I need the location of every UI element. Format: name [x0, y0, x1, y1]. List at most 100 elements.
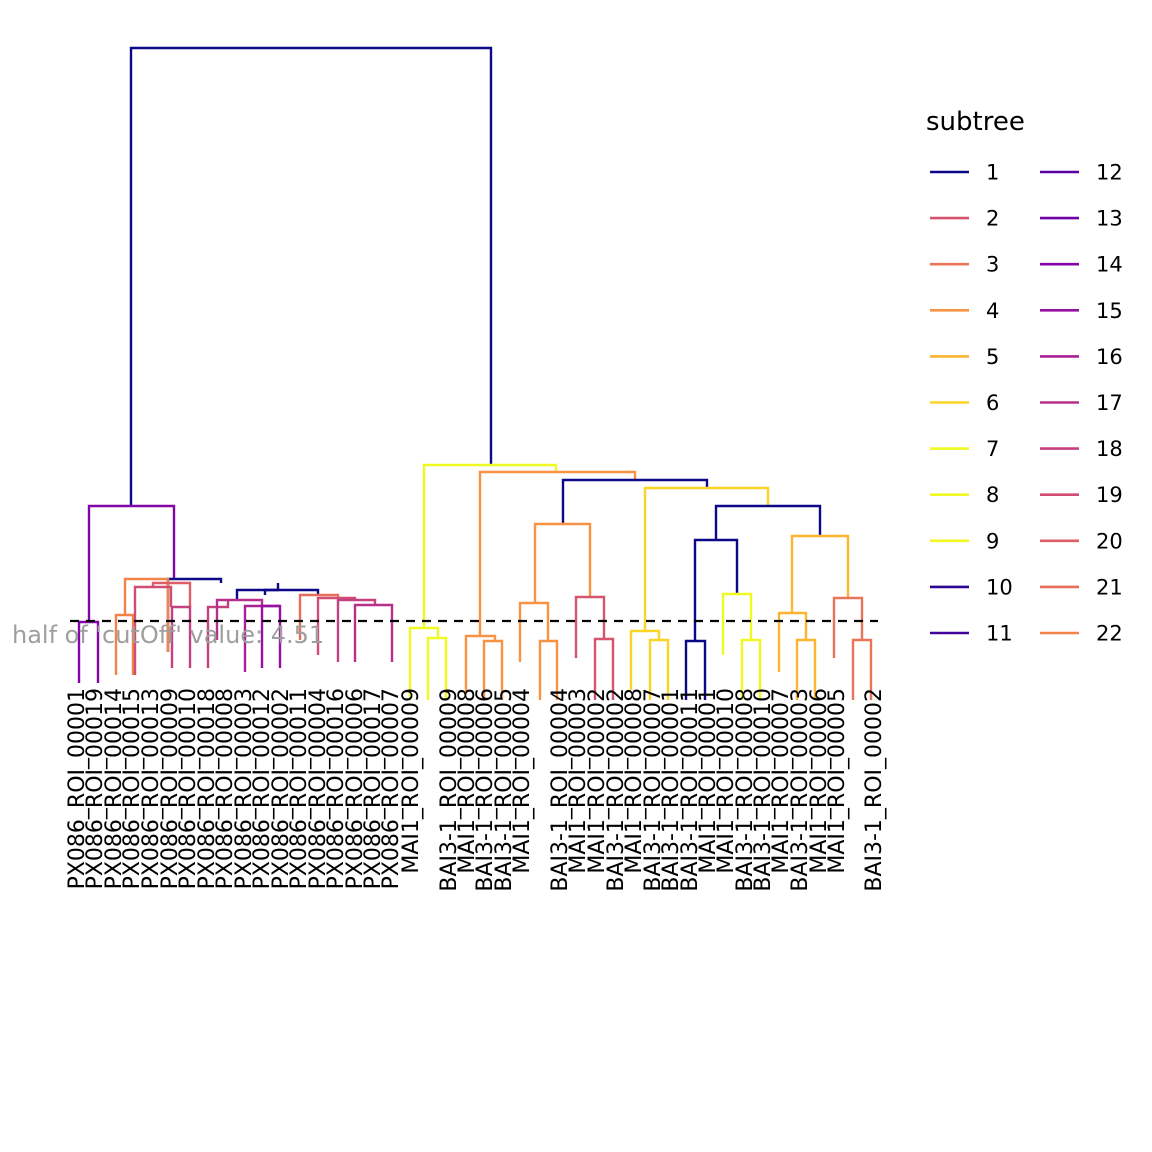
dendrogram-branch [795, 638, 817, 700]
leaf-label: BAI3-1_ROI_00002 [604, 688, 629, 892]
leaf-label: MAI1_ROI_00008 [455, 688, 480, 874]
legend: subtree 12345678910111213141516171819202… [926, 107, 1123, 646]
leaf-label: BAI3-1_ROI_00003 [788, 688, 813, 892]
legend-label: 4 [986, 299, 999, 323]
leaf-label: PX086_ROI_00006 [343, 688, 368, 889]
leaf-label: PX086_ROI_00013 [139, 688, 164, 889]
leaf-label: PX086_ROI_00009 [158, 688, 183, 889]
leaf-label: MAI1_ROI_00008 [622, 688, 647, 874]
leaf-label: PX086_ROI_00007 [379, 688, 404, 889]
dendrogram-branch [123, 577, 170, 652]
dendrogram-branch [87, 504, 176, 622]
dendrogram-branch [170, 605, 192, 668]
dendrogram-branch [464, 634, 497, 693]
legend-label: 2 [986, 207, 999, 231]
leaf-label: MAI1_ROI_00009 [399, 688, 424, 874]
legend-label: 16 [1096, 345, 1123, 369]
legend-label: 15 [1096, 299, 1123, 323]
dendrogram-branch [478, 470, 637, 636]
legend-title: subtree [926, 107, 1025, 137]
dendrogram-branch [260, 604, 282, 668]
leaf-label: BAI3-1_ROI_00004 [548, 688, 573, 892]
dendrogram-branch [533, 522, 592, 603]
dendrogram-branch [643, 486, 770, 631]
dendrogram-branch [408, 626, 440, 700]
leaf-label: MAI1_ROI_00006 [807, 688, 832, 874]
legend-label: 10 [986, 575, 1013, 599]
leaf-labels: PX086_ROI_00001PX086_ROI_00019PX086_ROI_… [65, 688, 887, 892]
dendrogram-branch [851, 638, 873, 700]
dendrogram-branches [77, 46, 873, 700]
leaf-label: PX086_ROI_00019 [83, 688, 108, 889]
leaf-label: PX086_ROI_00001 [65, 688, 90, 889]
leaf-label: BAI3-1_ROI_00006 [473, 688, 498, 892]
dendrogram-branch [353, 603, 394, 662]
legend-label: 12 [1096, 161, 1123, 185]
leaf-label: MAI1_ROI_00001 [696, 688, 721, 874]
dendrogram-branch [721, 592, 753, 655]
legend-label: 18 [1096, 437, 1123, 461]
leaf-label: PX086_ROI_00002 [269, 688, 294, 889]
leaf-label: PX086_ROI_00016 [324, 688, 349, 889]
dendrogram-branch [133, 585, 173, 675]
dendrogram-branch [790, 534, 850, 613]
legend-label: 9 [986, 529, 999, 553]
legend-label: 17 [1096, 391, 1123, 415]
leaf-label: BAI3-1_ROI_00011 [678, 688, 703, 892]
leaf-label: PX086_ROI_00012 [250, 688, 275, 889]
leaf-label: BAI3-1_ROI_00008 [733, 688, 758, 892]
dendrogram-branch [832, 596, 864, 658]
dendrogram-branch [648, 638, 670, 700]
dendrogram-branch [574, 595, 606, 658]
dendrogram-branch [482, 639, 504, 700]
leaf-label: BAI3-1_ROI_00009 [437, 688, 462, 892]
leaf-label: BAI3-1_ROI_00005 [492, 688, 517, 892]
dendrogram-branch [422, 463, 558, 628]
dendrogram-branch [298, 593, 340, 640]
leaf-label: PX086_ROI_00008 [213, 688, 238, 889]
dendrogram-branch [693, 538, 739, 641]
dendrogram-branch [263, 588, 320, 596]
dendrogram-branch [235, 583, 280, 600]
dendrogram-branch [336, 598, 377, 662]
legend-label: 22 [1096, 622, 1123, 646]
leaf-label: MAI1_ROI_00004 [510, 688, 535, 874]
dendrogram-branch [684, 639, 707, 700]
dendrogram-branch [538, 639, 559, 700]
legend-label: 14 [1096, 253, 1123, 277]
dendrogram-branch [777, 611, 808, 672]
leaf-label: MAI1_ROI_00003 [566, 688, 591, 874]
legend-label: 19 [1096, 483, 1123, 507]
dendrogram-branch [151, 581, 192, 607]
legend-label: 7 [986, 437, 999, 461]
leaf-label: MAI1_ROI_00005 [825, 688, 850, 874]
leaf-label: PX086_ROI_00010 [176, 688, 201, 889]
leaf-label: PX086_ROI_00011 [287, 688, 312, 889]
leaf-label: PX086_ROI_00014 [102, 688, 127, 889]
leaf-label: PX086_ROI_00018 [195, 688, 220, 889]
legend-label: 6 [986, 391, 999, 415]
leaf-label: PX086_ROI_00003 [232, 688, 257, 889]
dendrogram-branch [593, 637, 615, 700]
legend-label: 21 [1096, 575, 1123, 599]
leaf-label: BAI3-1_ROI_00001 [659, 688, 684, 892]
leaf-label: BAI3-1_ROI_00002 [862, 688, 887, 892]
dendrogram-branch [426, 636, 448, 700]
leaf-label: BAI3-1_ROI_00007 [641, 688, 666, 892]
leaf-label: PX086_ROI_00017 [361, 688, 386, 889]
legend-label: 1 [986, 161, 999, 185]
dendrogram-branch [714, 504, 822, 540]
legend-label: 13 [1096, 207, 1123, 231]
leaf-label: PX086_ROI_00004 [306, 688, 331, 889]
dendrogram-branch [629, 629, 661, 690]
legend-label: 8 [986, 483, 999, 507]
legend-label: 20 [1096, 529, 1123, 553]
dendrogram-branch [129, 46, 493, 506]
leaf-label: PX086_ROI_00015 [120, 688, 145, 889]
dendrogram-branch [561, 478, 709, 524]
leaf-label: MAI1_ROI_00010 [714, 688, 739, 874]
dendrogram-branch [740, 638, 762, 700]
leaf-label: BAI3-1_ROI_00010 [751, 688, 776, 892]
legend-label: 11 [986, 622, 1013, 646]
